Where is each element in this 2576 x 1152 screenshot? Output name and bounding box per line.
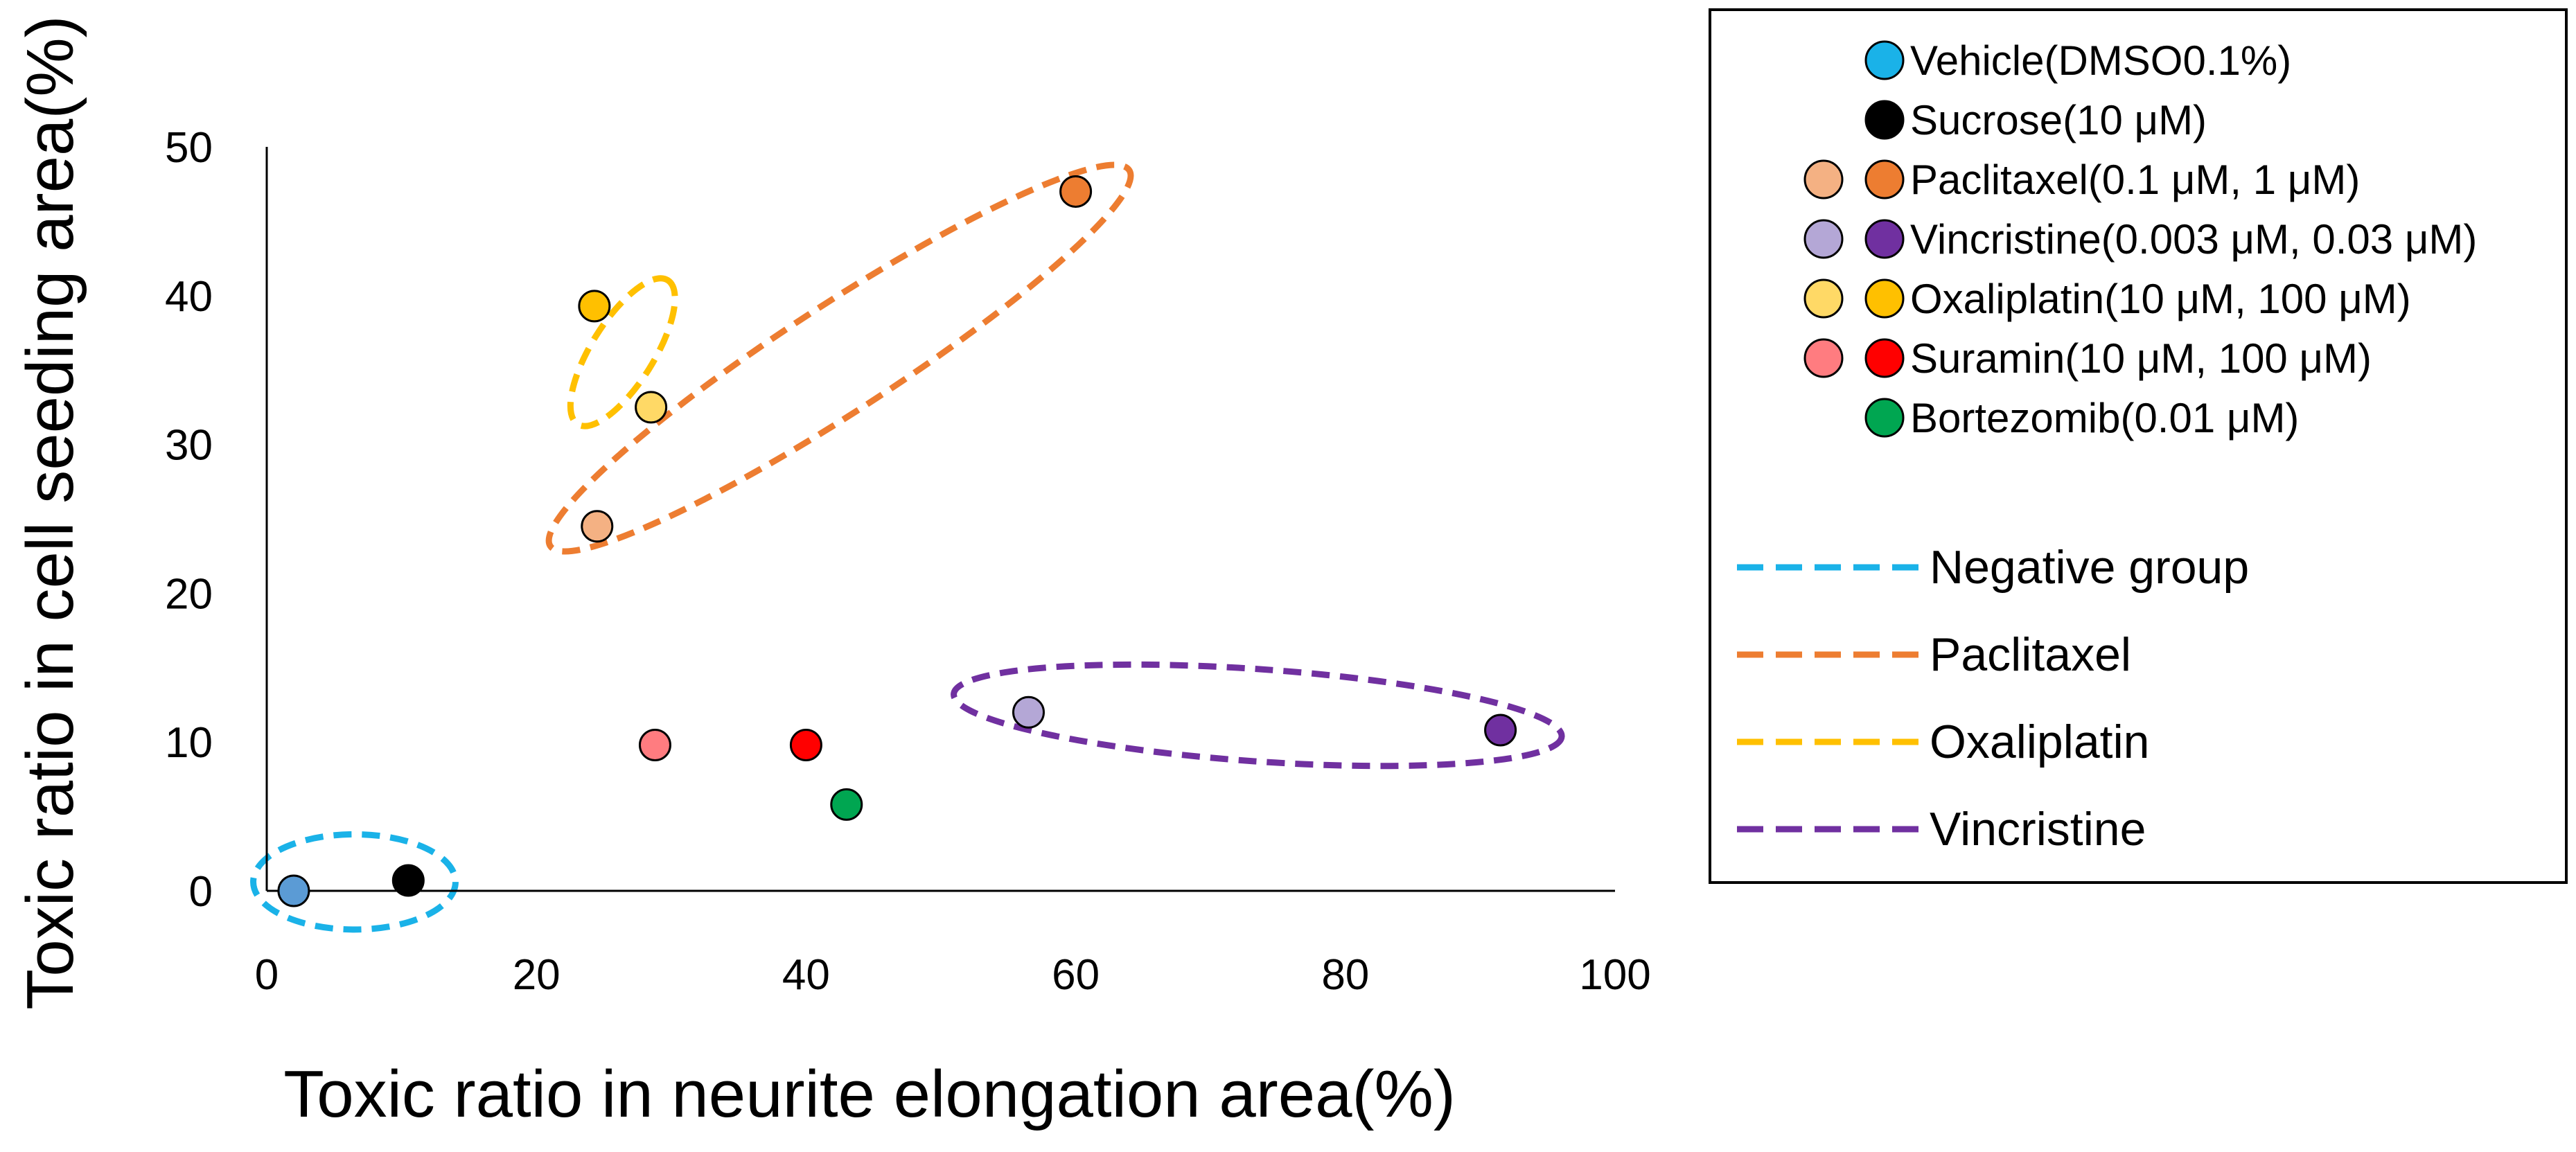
y-tick-label: 30 [165,422,213,470]
legend-label-suramin-10-m-100-m: Suramin(10 μM, 100 μM) [1910,335,2372,382]
legend-marker-bortezomib-0-01-m-1 [1864,398,1905,438]
legend-marker-entries: Vehicle(DMSO0.1%) Sucrose(10 μM) Paclitaxe… [1803,37,2477,441]
legend-line-entries: Negative group Paclitaxel Oxaliplatin Vincr… [1737,541,2249,856]
data-point-suramin-10-m [638,728,671,761]
legend-marker-paclitaxel-0-1-m-1-m-1 [1803,159,1844,200]
data-points [277,175,1517,907]
group-ellipses [250,161,1565,933]
x-tick-labels: 0 20 40 60 80 100 [255,951,1651,999]
legend-line-label-paclitaxel: Paclitaxel [1930,628,2131,681]
group-ellipse-vincristine [951,661,1565,770]
legend-label-bortezomib-0-01-m: Bortezomib(0.01 μM) [1910,395,2299,441]
y-tick-label: 20 [165,570,213,618]
legend-marker-vincristine-0-003-m-0-03-m-2 [1864,219,1905,259]
x-axis-label: Toxic ratio in neurite elongation area(%… [283,1057,1456,1131]
data-point-vincristine-0-003-m [1012,695,1045,729]
legend-label-vincristine-0-003-m-0-03-m: Vincristine(0.003 μM, 0.03 μM) [1910,216,2477,263]
group-ellipse-oxaliplatin [567,275,678,429]
legend-line-label-negative-group: Negative group [1930,541,2249,594]
y-axis-label: Toxic ratio in cell seeding area(%) [13,15,87,1009]
legend: Vehicle(DMSO0.1%) Sucrose(10 μM) Paclitaxe… [1709,8,2568,884]
data-point-oxaliplatin-100-m [578,290,611,323]
y-tick-label: 10 [165,719,213,767]
legend-line-label-vincristine: Vincristine [1930,803,2146,856]
data-point-paclitaxel-1-m [1059,175,1093,208]
x-tick-label: 0 [255,951,279,999]
group-ellipse-paclitaxel [545,161,1134,555]
legend-label-vehicle-dmso0-1: Vehicle(DMSO0.1%) [1910,37,2291,84]
x-tick-label: 40 [782,951,830,999]
data-point-suramin-100-m [789,728,822,761]
group-ellipse-negative-group [250,831,459,933]
y-tick-label: 50 [165,124,213,172]
plot-area: 0 20 40 60 80 100 0 10 20 30 40 50 [165,124,1651,999]
y-tick-labels: 0 10 20 30 40 50 [165,124,213,916]
legend-label-paclitaxel-0-1-m-1-m: Paclitaxel(0.1 μM, 1 μM) [1910,157,2360,203]
data-point-paclitaxel-0-1-m [581,510,614,543]
data-point-oxaliplatin-10-m [635,391,668,424]
legend-line-label-oxaliplatin: Oxaliplatin [1930,716,2150,768]
legend-label-oxaliplatin-10-m-100-m: Oxaliplatin(10 μM, 100 μM) [1910,276,2411,322]
x-tick-label: 80 [1321,951,1369,999]
legend-frame [1709,8,2568,884]
data-point-vincristine-0-03-m [1484,714,1517,747]
legend-marker-vincristine-0-003-m-0-03-m-1 [1803,219,1844,259]
legend-label-sucrose-10-m: Sucrose(10 μM) [1910,97,2207,143]
y-tick-label: 0 [189,868,213,916]
legend-marker-suramin-10-m-100-m-2 [1864,338,1905,378]
legend-marker-paclitaxel-0-1-m-1-m-2 [1864,159,1905,200]
data-point-vehicle-dmso0-1 [277,874,310,907]
legend-marker-vehicle-dmso0-1-1 [1864,40,1905,80]
y-tick-label: 40 [165,273,213,321]
legend-marker-suramin-10-m-100-m-1 [1803,338,1844,378]
data-point-bortezomib-0-01-m [830,788,863,821]
x-tick-label: 60 [1052,951,1100,999]
legend-marker-sucrose-10-m-1 [1864,100,1905,140]
x-tick-label: 20 [513,951,561,999]
legend-marker-oxaliplatin-10-m-100-m-2 [1864,278,1905,319]
x-tick-label: 100 [1579,951,1650,999]
data-point-sucrose-10-m [391,864,425,897]
legend-marker-oxaliplatin-10-m-100-m-1 [1803,278,1844,319]
